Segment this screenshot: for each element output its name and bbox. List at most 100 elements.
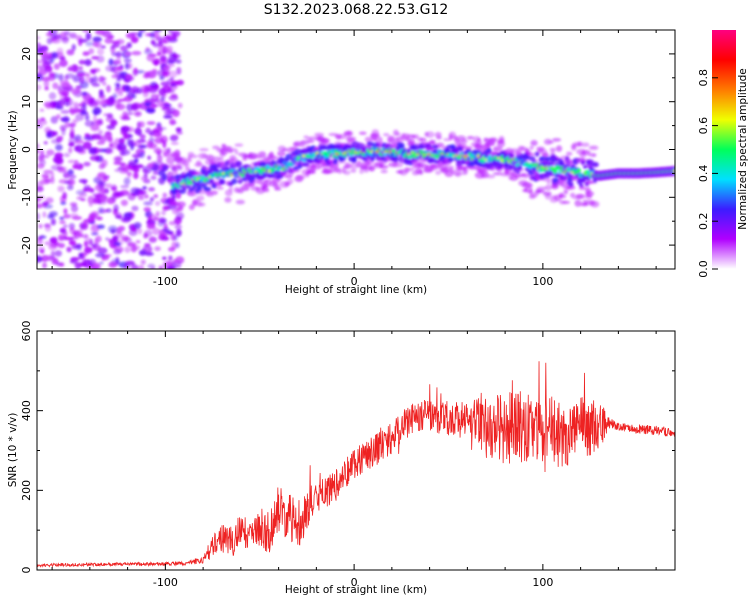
heatmap-cell [343,170,351,176]
heatmap-cell [163,114,173,119]
heatmap-cell [106,113,113,119]
heatmap-cell [133,222,142,229]
heatmap-cell [149,197,154,202]
heatmap-cell [38,71,46,75]
heatmap-cell [152,227,161,236]
heatmap-cell [76,246,82,251]
bottom-y-ticks: 0 200 400 600 [20,321,675,574]
heatmap-cell [43,80,50,88]
heatmap-cell [105,237,110,241]
heatmap-cell [84,246,93,254]
heatmap-cell [320,138,329,144]
heatmap-cell [85,32,92,41]
heatmap-cell [228,185,233,193]
heatmap-cell [38,223,43,229]
heatmap-cell [69,108,79,113]
heatmap-cell [59,80,70,86]
heatmap-cell [127,192,136,201]
heatmap-cell [124,51,132,56]
heatmap-cell [131,205,139,212]
heatmap-cell [130,32,139,36]
heatmap-cell [61,37,69,44]
heatmap-cell [170,93,178,99]
heatmap-cell [393,155,399,160]
heatmap-cell [84,120,94,127]
heatmap-cell [62,224,68,228]
heatmap-cell [142,186,147,190]
heatmap-cell [92,115,98,123]
heatmap-cell [89,68,97,74]
heatmap-cell [123,177,131,186]
heatmap-cell [97,148,104,152]
heatmap-cell [132,167,140,173]
heatmap-cell [121,235,130,242]
heatmap-cell [88,147,97,155]
heatmap-cell [144,252,154,256]
colorbar-tick-label: 0.0 [697,260,710,278]
heatmap-cell [173,234,179,241]
heatmap-cell [80,104,87,113]
heatmap-cell [104,149,114,154]
heatmap-cell [98,90,104,97]
heatmap-cell [88,48,95,55]
bottom-y-tick-label: 200 [20,480,33,501]
heatmap-cell [97,48,105,56]
heatmap-cell [46,149,55,156]
heatmap-cell [135,240,141,244]
heatmap-cell [407,139,416,145]
heatmap-cell [53,131,58,136]
heatmap-cell [37,42,42,48]
heatmap-cell [49,211,58,217]
heatmap-cell [368,160,374,165]
heatmap-cell [150,175,157,180]
top-y-tick-label: -10 [20,188,33,206]
heatmap-cell [82,91,88,96]
heatmap-cell [125,260,135,266]
heatmap-cell [133,171,139,180]
heatmap-cell [67,184,74,191]
heatmap-cell [370,132,380,137]
heatmap-cell [156,51,162,57]
heatmap-cell [158,40,163,47]
heatmap-cell [215,186,224,190]
heatmap-cell [112,242,117,250]
heatmap-cell [39,119,48,126]
heatmap-cell [99,261,104,265]
heatmap-cell [393,162,404,168]
heatmap-cell [156,154,163,163]
heatmap-cell [547,140,555,144]
heatmap-cell [99,180,105,187]
heatmap-cell [161,107,172,111]
heatmap-cell [161,164,169,172]
heatmap-cell [199,148,209,152]
heatmap-cell [324,169,335,174]
heatmap-cell [137,228,143,235]
heatmap-cell [160,135,168,144]
heatmap-cell [165,266,176,269]
heatmap-cell [296,174,306,180]
heatmap-cell [575,193,586,199]
heatmap-cell [95,252,106,258]
heatmap-cell [290,168,301,173]
heatmap-cell [51,37,61,44]
heatmap-cell [57,166,65,171]
heatmap-cell [106,84,111,93]
heatmap-cell [387,135,395,140]
heatmap-cell [39,45,49,51]
heatmap-cell [142,169,149,174]
spectrogram-heatmap [37,30,675,269]
heatmap-cell [203,186,212,192]
heatmap-cell [123,133,129,140]
heatmap-cell [308,136,318,141]
heatmap-cell [161,210,166,216]
heatmap-cell [39,249,45,254]
heatmap-cell [145,127,151,134]
heatmap-cell [83,161,91,167]
colorbar-tick-label: 0.2 [697,212,710,230]
heatmap-cell [189,154,198,159]
heatmap-cell [52,30,58,34]
heatmap-cell [91,133,101,140]
heatmap-cell [177,201,186,208]
heatmap-cell [67,178,76,186]
